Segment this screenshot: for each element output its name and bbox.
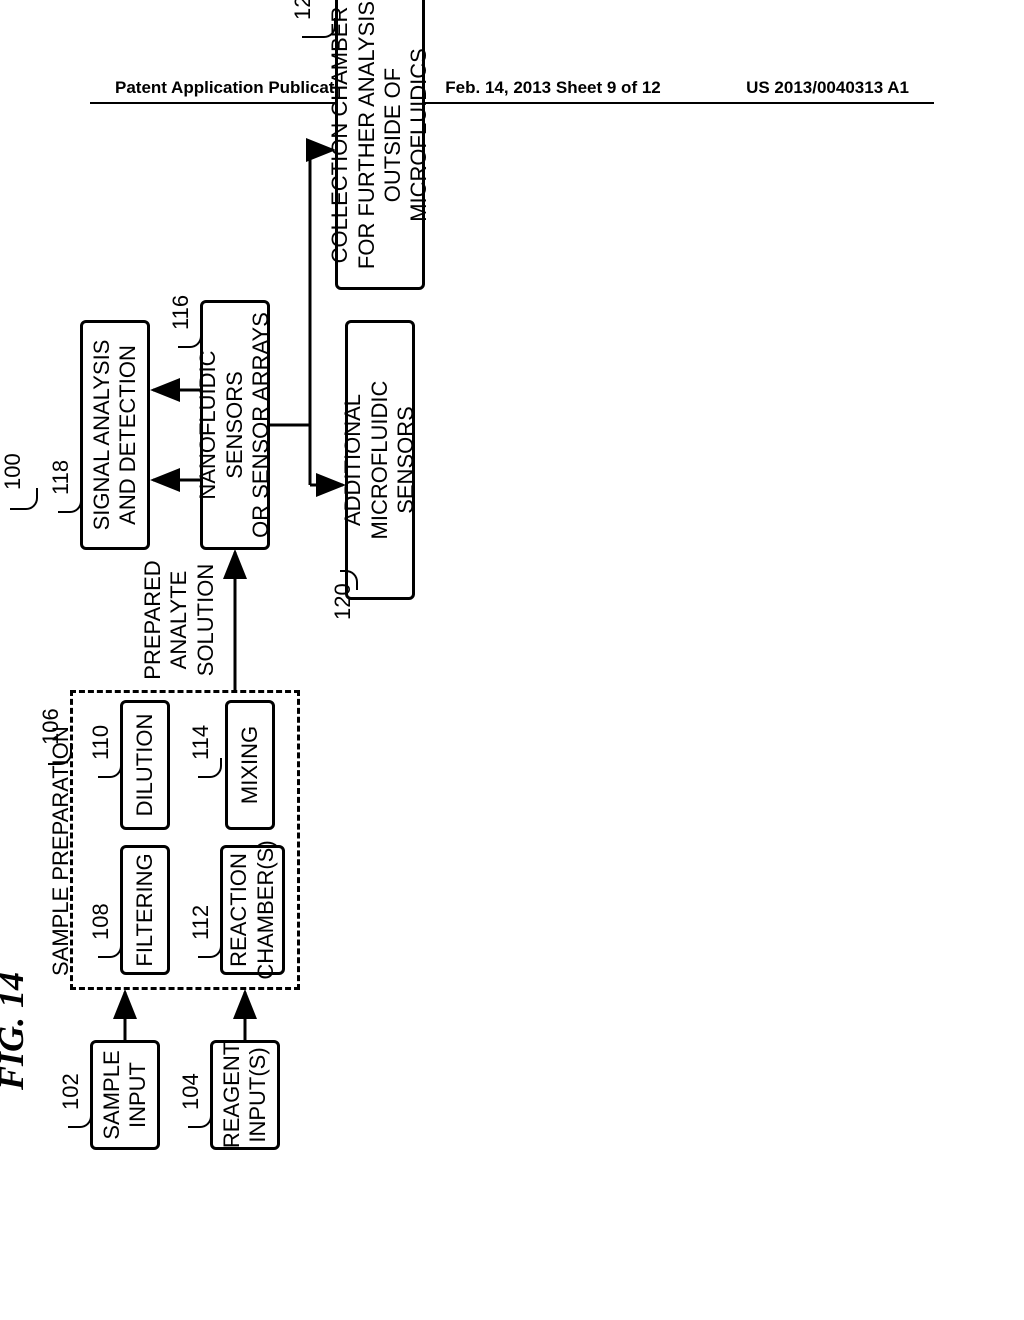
- header-right: US 2013/0040313 A1: [746, 78, 909, 98]
- ref-102: 102: [58, 1073, 84, 1110]
- arrows-layer: [10, 0, 510, 1050]
- leader-102: [68, 1108, 92, 1128]
- box-sample-input: SAMPLE INPUT: [90, 1040, 160, 1150]
- box-reagent-inputs: REAGENT INPUT(S): [210, 1040, 280, 1150]
- ref-104: 104: [178, 1073, 204, 1110]
- figure-14: FIG. 14 100 SAMPLE INPUT 102 REAGENT INP…: [10, 250, 1010, 1050]
- leader-104: [188, 1108, 212, 1128]
